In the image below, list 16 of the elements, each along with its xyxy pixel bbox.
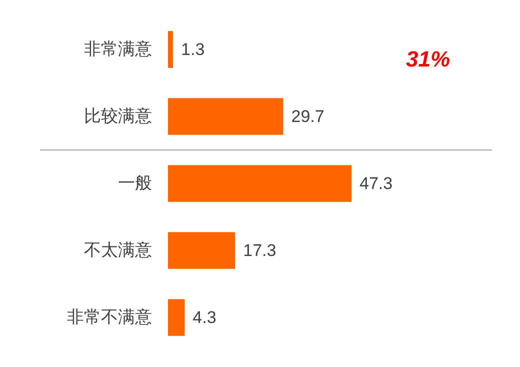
data-label: 1.3 xyxy=(181,40,205,59)
y-tick-label: 不太满意 xyxy=(84,240,152,260)
bar xyxy=(168,31,174,68)
text: 31% xyxy=(406,46,450,72)
data-label: 47.3 xyxy=(360,174,393,193)
bar xyxy=(168,98,284,135)
data-label: 29.7 xyxy=(291,107,324,126)
data-label: 4.3 xyxy=(192,308,216,327)
data-label: 17.3 xyxy=(243,241,276,260)
y-tick-label: 非常不满意 xyxy=(67,308,152,328)
bar xyxy=(168,232,236,269)
y-tick-label: 比较满意 xyxy=(84,106,152,126)
bar xyxy=(168,165,352,202)
bar xyxy=(168,299,185,336)
y-tick-label: 非常满意 xyxy=(84,40,152,60)
y-tick-label: 一般 xyxy=(118,174,152,194)
